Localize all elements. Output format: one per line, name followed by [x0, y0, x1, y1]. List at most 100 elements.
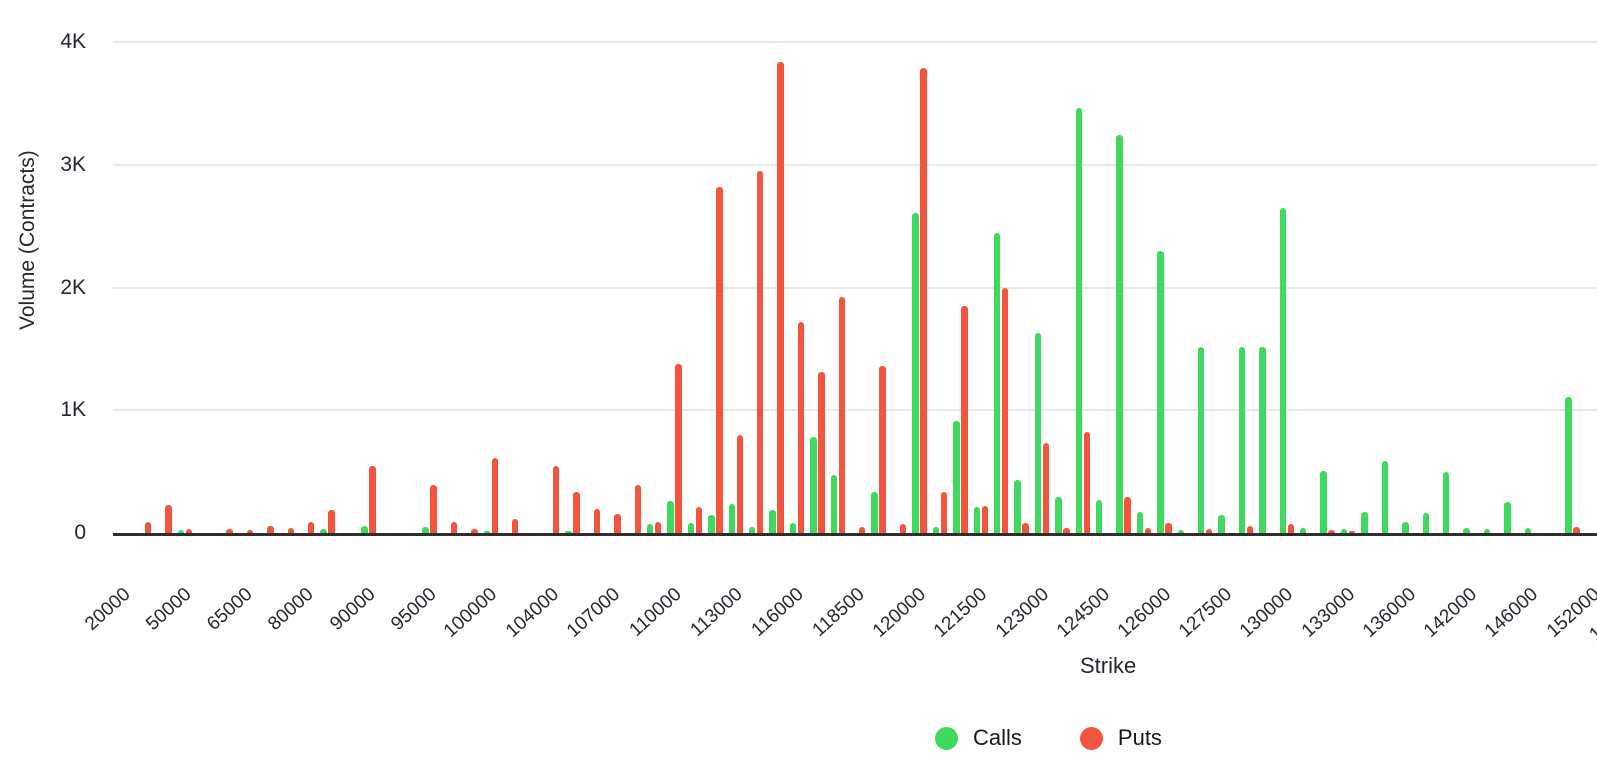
bar-calls[interactable]	[320, 529, 327, 533]
bar-calls[interactable]	[1055, 496, 1062, 533]
bar-puts[interactable]	[307, 521, 315, 533]
bar-puts[interactable]	[859, 526, 866, 533]
bar-calls[interactable]	[871, 492, 878, 533]
bar-puts[interactable]	[1001, 287, 1009, 533]
bar-puts[interactable]	[1144, 528, 1152, 533]
bar-calls[interactable]	[1116, 135, 1123, 533]
bar-puts[interactable]	[654, 521, 662, 533]
bar-calls[interactable]	[749, 527, 756, 533]
bar-calls[interactable]	[1177, 529, 1184, 533]
bar-calls[interactable]	[1565, 396, 1572, 533]
bar-calls[interactable]	[1483, 529, 1491, 533]
bar-puts[interactable]	[165, 504, 172, 533]
bar-puts[interactable]	[369, 466, 376, 533]
bar-puts[interactable]	[1042, 443, 1050, 533]
bar-puts[interactable]	[797, 322, 805, 533]
bar-puts[interactable]	[1573, 526, 1580, 533]
bar-calls[interactable]	[1524, 528, 1531, 533]
bar-calls[interactable]	[1361, 512, 1368, 533]
bar-calls[interactable]	[1014, 479, 1021, 533]
bar-puts[interactable]	[1063, 528, 1070, 533]
bar-calls[interactable]	[912, 212, 919, 533]
bar-puts[interactable]	[1083, 432, 1090, 533]
bar-calls[interactable]	[667, 501, 674, 533]
bar-puts[interactable]	[838, 296, 846, 533]
bar-puts[interactable]	[593, 509, 601, 533]
bar-puts[interactable]	[716, 186, 723, 533]
bar-calls[interactable]	[932, 526, 940, 533]
bar-calls[interactable]	[1198, 347, 1205, 533]
bar-calls[interactable]	[1075, 107, 1082, 533]
bar-calls[interactable]	[687, 523, 695, 533]
bar-puts[interactable]	[552, 466, 560, 533]
bar-calls[interactable]	[1218, 515, 1225, 533]
bar-puts[interactable]	[226, 528, 233, 533]
bar-puts[interactable]	[491, 458, 499, 533]
bar-puts[interactable]	[614, 513, 621, 533]
bar-calls[interactable]	[810, 437, 817, 533]
bar-calls[interactable]	[422, 527, 429, 533]
bar-puts[interactable]	[1246, 526, 1254, 533]
bar-puts[interactable]	[879, 366, 886, 533]
bar-calls[interactable]	[1381, 460, 1389, 533]
bar-calls[interactable]	[1463, 528, 1470, 533]
bar-puts[interactable]	[961, 305, 968, 533]
bar-puts[interactable]	[940, 492, 948, 533]
bar-calls[interactable]	[1320, 471, 1327, 533]
bar-calls[interactable]	[973, 506, 980, 533]
bar-puts[interactable]	[634, 485, 641, 533]
bar-calls[interactable]	[1340, 529, 1348, 533]
bar-puts[interactable]	[1328, 529, 1335, 533]
bar-puts[interactable]	[736, 434, 743, 533]
bar-puts[interactable]	[757, 170, 764, 533]
bar-calls[interactable]	[1402, 521, 1409, 533]
bar-puts[interactable]	[981, 505, 988, 533]
bar-calls[interactable]	[565, 530, 572, 533]
bar-puts[interactable]	[144, 521, 152, 533]
bar-puts[interactable]	[1022, 522, 1029, 533]
bar-calls[interactable]	[1504, 502, 1511, 533]
bar-puts[interactable]	[185, 528, 192, 533]
bar-puts[interactable]	[1348, 530, 1356, 533]
bar-calls[interactable]	[830, 475, 838, 533]
bar-calls[interactable]	[728, 503, 735, 533]
bar-puts[interactable]	[430, 484, 437, 533]
bar-puts[interactable]	[1206, 529, 1213, 533]
bar-puts[interactable]	[818, 372, 825, 533]
bar-calls[interactable]	[1279, 207, 1287, 533]
bar-calls[interactable]	[1442, 471, 1450, 533]
bar-calls[interactable]	[1095, 499, 1103, 533]
bar-puts[interactable]	[573, 492, 580, 533]
bar-calls[interactable]	[953, 420, 960, 533]
bar-puts[interactable]	[675, 363, 682, 533]
bar-calls[interactable]	[483, 530, 491, 533]
bar-calls[interactable]	[1136, 511, 1144, 533]
bar-puts[interactable]	[1124, 497, 1131, 533]
bar-calls[interactable]	[646, 524, 654, 533]
bar-calls[interactable]	[177, 529, 184, 533]
bar-calls[interactable]	[789, 522, 797, 533]
bar-puts[interactable]	[1165, 523, 1172, 533]
bar-calls[interactable]	[1259, 347, 1266, 533]
bar-calls[interactable]	[993, 233, 1001, 533]
bar-puts[interactable]	[695, 506, 703, 533]
bar-puts[interactable]	[777, 61, 784, 533]
bar-calls[interactable]	[1422, 513, 1429, 533]
bar-puts[interactable]	[450, 521, 458, 533]
legend-item-puts[interactable]: Puts	[1079, 725, 1162, 751]
bar-puts[interactable]	[246, 529, 254, 533]
legend-item-calls[interactable]: Calls	[935, 725, 1022, 751]
bar-puts[interactable]	[512, 519, 519, 533]
bar-calls[interactable]	[769, 509, 776, 533]
bar-puts[interactable]	[328, 509, 335, 533]
bar-puts[interactable]	[899, 524, 907, 533]
bar-calls[interactable]	[1300, 528, 1307, 533]
bar-calls[interactable]	[361, 526, 368, 533]
bar-puts[interactable]	[1287, 523, 1295, 533]
bar-puts[interactable]	[287, 528, 294, 533]
bar-puts[interactable]	[267, 526, 274, 533]
bar-calls[interactable]	[708, 514, 715, 533]
bar-puts[interactable]	[920, 67, 927, 533]
bar-calls[interactable]	[1034, 332, 1042, 533]
bar-calls[interactable]	[1238, 347, 1246, 533]
